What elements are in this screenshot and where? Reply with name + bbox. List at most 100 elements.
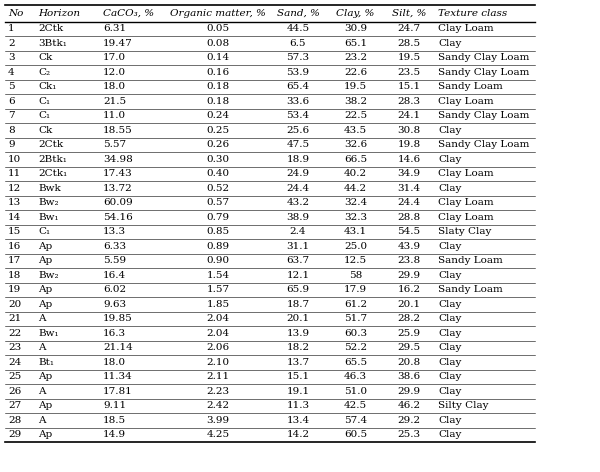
- Text: Ap: Ap: [38, 256, 52, 265]
- Text: 12: 12: [8, 184, 21, 193]
- Text: 34.98: 34.98: [103, 155, 133, 164]
- Text: 11: 11: [8, 169, 21, 178]
- Text: 2.11: 2.11: [206, 372, 230, 381]
- Text: 19.5: 19.5: [344, 82, 367, 91]
- Text: 15.1: 15.1: [397, 82, 421, 91]
- Text: 21.14: 21.14: [103, 343, 133, 352]
- Text: 24.9: 24.9: [286, 169, 310, 178]
- Text: 43.1: 43.1: [344, 227, 367, 236]
- Text: 21.5: 21.5: [103, 97, 126, 106]
- Text: 25.6: 25.6: [286, 126, 310, 135]
- Text: 0.18: 0.18: [206, 82, 230, 91]
- Text: 0.16: 0.16: [206, 68, 230, 77]
- Text: 66.5: 66.5: [344, 155, 367, 164]
- Text: 0.90: 0.90: [206, 256, 230, 265]
- Text: 2.42: 2.42: [206, 401, 230, 410]
- Text: Bt₁: Bt₁: [38, 358, 54, 367]
- Text: 27: 27: [8, 401, 21, 410]
- Text: 32.3: 32.3: [344, 213, 367, 222]
- Text: 60.3: 60.3: [344, 329, 367, 338]
- Text: 0.25: 0.25: [206, 126, 230, 135]
- Text: 5.57: 5.57: [103, 140, 126, 149]
- Text: 0.14: 0.14: [206, 53, 230, 62]
- Text: Ck: Ck: [38, 53, 52, 62]
- Text: 1.85: 1.85: [206, 300, 230, 309]
- Text: Ck₁: Ck₁: [38, 82, 56, 91]
- Text: 18.0: 18.0: [103, 82, 126, 91]
- Text: 24: 24: [8, 358, 21, 367]
- Text: 0.08: 0.08: [206, 39, 230, 48]
- Text: 28.8: 28.8: [397, 213, 421, 222]
- Text: 60.5: 60.5: [344, 430, 367, 439]
- Text: 32.4: 32.4: [344, 198, 367, 207]
- Text: 13.7: 13.7: [286, 358, 310, 367]
- Text: Clay: Clay: [438, 314, 461, 323]
- Text: 18.55: 18.55: [103, 126, 133, 135]
- Text: Ap: Ap: [38, 430, 52, 439]
- Text: 0.40: 0.40: [206, 169, 230, 178]
- Text: 60.09: 60.09: [103, 198, 133, 207]
- Text: Clay, %: Clay, %: [337, 9, 374, 18]
- Text: 23.2: 23.2: [344, 53, 367, 62]
- Text: 8: 8: [8, 126, 14, 135]
- Text: Clay: Clay: [438, 430, 461, 439]
- Text: A: A: [38, 343, 46, 352]
- Text: Silty Clay: Silty Clay: [438, 401, 488, 410]
- Text: 0.05: 0.05: [206, 24, 230, 33]
- Text: Sandy Clay Loam: Sandy Clay Loam: [438, 53, 529, 62]
- Text: 25: 25: [8, 372, 21, 381]
- Text: 42.5: 42.5: [344, 401, 367, 410]
- Text: 46.3: 46.3: [344, 372, 367, 381]
- Text: Clay Loam: Clay Loam: [438, 198, 494, 207]
- Text: 4.25: 4.25: [206, 430, 230, 439]
- Text: 9: 9: [8, 140, 14, 149]
- Text: 0.57: 0.57: [206, 198, 230, 207]
- Text: Sandy Clay Loam: Sandy Clay Loam: [438, 140, 529, 149]
- Text: 32.6: 32.6: [344, 140, 367, 149]
- Text: Sand, %: Sand, %: [277, 9, 319, 18]
- Text: 0.89: 0.89: [206, 242, 230, 251]
- Text: 57.3: 57.3: [286, 53, 310, 62]
- Text: 0.79: 0.79: [206, 213, 230, 222]
- Text: 13.3: 13.3: [103, 227, 126, 236]
- Text: Bw₁: Bw₁: [38, 213, 59, 222]
- Text: Clay: Clay: [438, 39, 461, 48]
- Text: 40.2: 40.2: [344, 169, 367, 178]
- Text: Clay Loam: Clay Loam: [438, 24, 494, 33]
- Text: 65.5: 65.5: [344, 358, 367, 367]
- Text: 52.2: 52.2: [344, 343, 367, 352]
- Text: 28.2: 28.2: [397, 314, 421, 323]
- Text: CaCO₃, %: CaCO₃, %: [103, 9, 154, 18]
- Text: Ap: Ap: [38, 372, 52, 381]
- Text: 6.33: 6.33: [103, 242, 126, 251]
- Text: 65.1: 65.1: [344, 39, 367, 48]
- Text: 18.7: 18.7: [286, 300, 310, 309]
- Text: 16.3: 16.3: [103, 329, 126, 338]
- Text: Clay: Clay: [438, 416, 461, 425]
- Text: C₁: C₁: [38, 227, 50, 236]
- Text: 63.7: 63.7: [286, 256, 310, 265]
- Text: 44.2: 44.2: [344, 184, 367, 193]
- Text: 25.9: 25.9: [397, 329, 421, 338]
- Text: 54.5: 54.5: [397, 227, 421, 236]
- Text: 12.5: 12.5: [344, 256, 367, 265]
- Text: 2.04: 2.04: [206, 329, 230, 338]
- Text: 24.1: 24.1: [397, 111, 421, 120]
- Text: 13: 13: [8, 198, 21, 207]
- Text: C₁: C₁: [38, 97, 50, 106]
- Text: 1.54: 1.54: [206, 271, 230, 280]
- Text: 19.1: 19.1: [286, 387, 310, 396]
- Text: 1.57: 1.57: [206, 285, 230, 294]
- Text: 43.5: 43.5: [344, 126, 367, 135]
- Text: No: No: [8, 9, 23, 18]
- Text: 19: 19: [8, 285, 21, 294]
- Text: 53.9: 53.9: [286, 68, 310, 77]
- Text: 3: 3: [8, 53, 14, 62]
- Text: 18.0: 18.0: [103, 358, 126, 367]
- Text: 19.85: 19.85: [103, 314, 133, 323]
- Text: 7: 7: [8, 111, 14, 120]
- Text: A: A: [38, 387, 46, 396]
- Text: Sandy Clay Loam: Sandy Clay Loam: [438, 68, 529, 77]
- Text: 26: 26: [8, 387, 21, 396]
- Text: 25.0: 25.0: [344, 242, 367, 251]
